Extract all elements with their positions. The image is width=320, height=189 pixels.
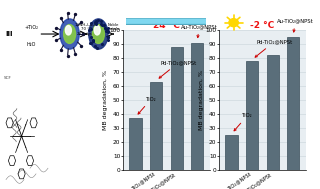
Point [89, 36, 94, 39]
Point [88, 42, 93, 45]
Point [73, 52, 78, 55]
Point [106, 29, 111, 32]
Circle shape [64, 25, 76, 43]
Bar [267, 55, 279, 170]
Title: -2 °C: -2 °C [250, 21, 275, 30]
Bar [191, 43, 204, 170]
Point [100, 43, 105, 46]
Bar [225, 135, 238, 170]
Point [73, 13, 78, 16]
Point [105, 36, 110, 39]
Text: Pd-TiO₂@NPSt: Pd-TiO₂@NPSt [255, 39, 292, 57]
Point [105, 38, 110, 41]
Text: 70 °C: 70 °C [81, 27, 92, 31]
Point [81, 33, 86, 36]
Text: Pd-TiO₂@NPSt: Pd-TiO₂@NPSt [159, 60, 196, 78]
Point [89, 28, 94, 31]
Point [54, 26, 59, 29]
Point [92, 44, 98, 47]
Circle shape [60, 19, 79, 49]
Bar [171, 47, 183, 170]
Point [102, 23, 107, 26]
Text: III: III [6, 31, 13, 37]
Point [65, 11, 70, 14]
Point [99, 22, 104, 25]
Point [92, 20, 98, 23]
Title: 24 °C: 24 °C [153, 21, 180, 30]
Bar [287, 37, 300, 170]
Point [93, 20, 98, 23]
Point [94, 20, 99, 23]
Point [105, 35, 110, 38]
Circle shape [89, 19, 108, 49]
Point [100, 23, 105, 26]
Point [79, 44, 84, 47]
Point [103, 29, 108, 32]
Point [99, 20, 104, 23]
Circle shape [229, 19, 238, 27]
Point [106, 30, 111, 33]
Circle shape [65, 26, 71, 35]
Bar [150, 82, 162, 170]
Point [95, 46, 100, 49]
Circle shape [94, 26, 100, 35]
Point [65, 54, 70, 57]
Bar [246, 61, 258, 170]
Point [91, 40, 96, 43]
Point [58, 49, 63, 52]
Point [102, 26, 107, 29]
Point [90, 38, 95, 41]
Y-axis label: MB degradation, %: MB degradation, % [199, 70, 204, 130]
Point [105, 26, 110, 29]
Point [54, 39, 59, 42]
Point [231, 21, 236, 24]
Point [95, 18, 100, 21]
Point [93, 22, 99, 25]
Y-axis label: MB degradation, %: MB degradation, % [103, 70, 108, 130]
Circle shape [92, 25, 104, 43]
Text: Au-TiO₂@NPSt: Au-TiO₂@NPSt [181, 24, 218, 38]
Text: H₂O: H₂O [27, 42, 36, 46]
Text: TiO₂: TiO₂ [234, 113, 252, 131]
Text: Au-TiO₂@NPSt: Au-TiO₂@NPSt [277, 18, 314, 32]
Point [89, 21, 94, 24]
Point [58, 16, 63, 19]
Text: SCF: SCF [4, 76, 12, 80]
Text: TiO₂: TiO₂ [138, 97, 156, 114]
Point [105, 27, 110, 30]
Text: 1)(NH₄)₂S₂O₈: 1)(NH₄)₂S₂O₈ [74, 23, 99, 27]
Point [87, 29, 92, 32]
Point [90, 40, 95, 43]
Text: +TiO₂: +TiO₂ [24, 25, 38, 30]
Text: metals: metals [107, 27, 120, 31]
Text: 2)Dialysis: 2)Dialysis [77, 32, 96, 36]
FancyBboxPatch shape [122, 18, 211, 24]
Point [88, 41, 93, 44]
Text: Noble: Noble [108, 23, 119, 27]
Bar [129, 118, 142, 170]
Point [79, 21, 84, 24]
